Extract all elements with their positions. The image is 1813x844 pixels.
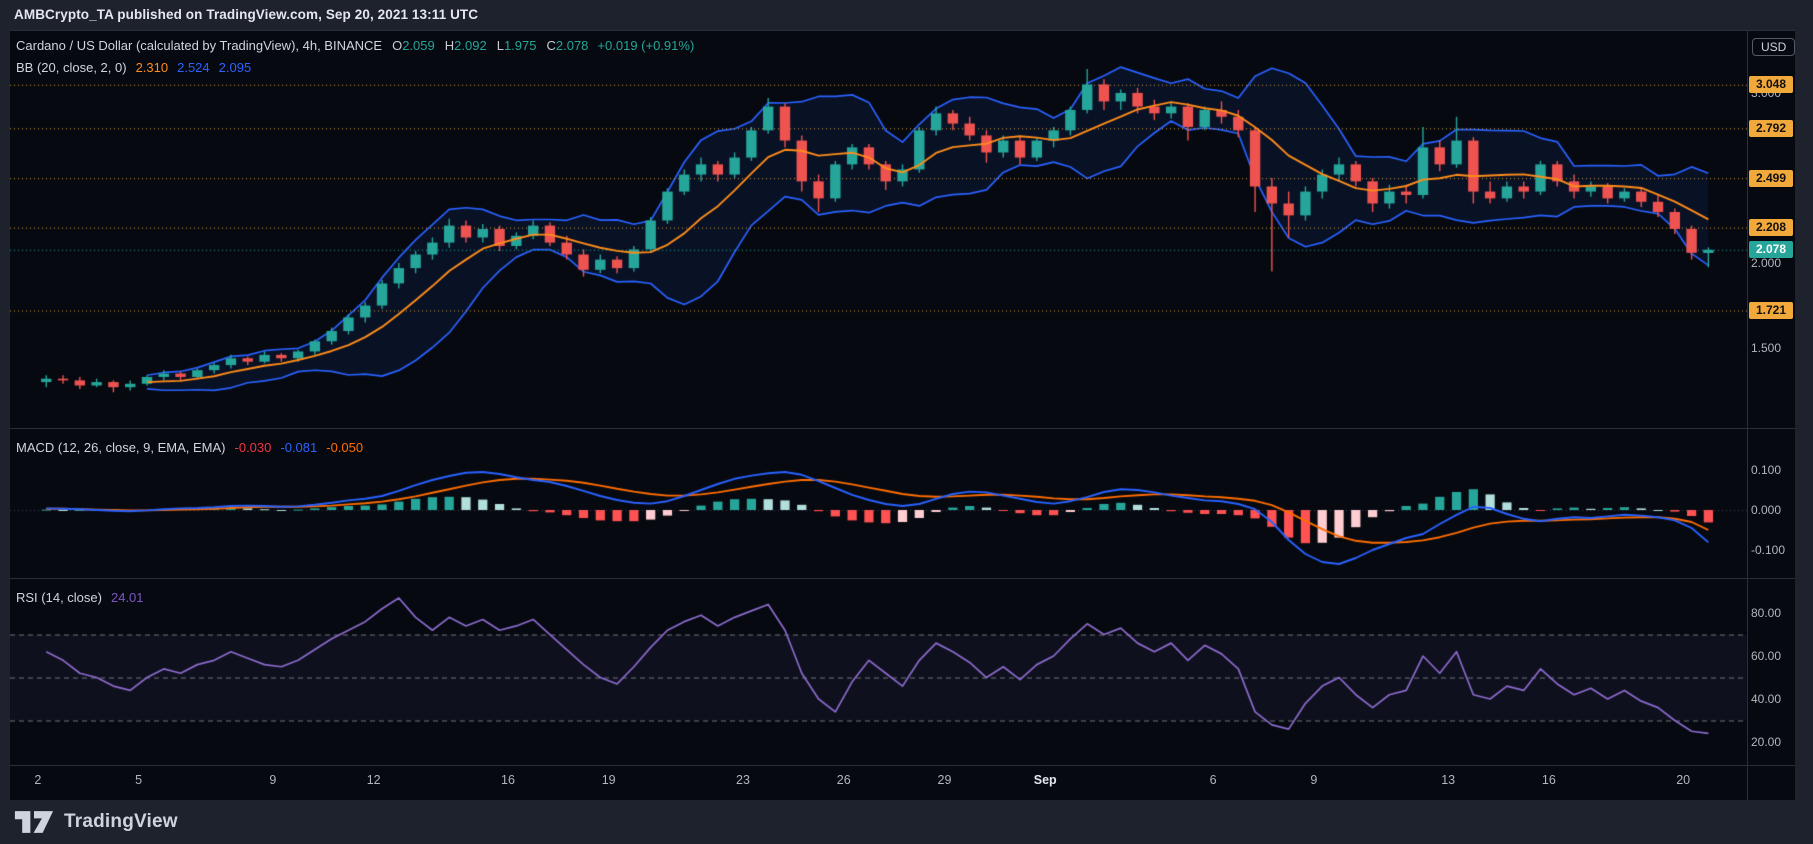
symbol-legend: Cardano / US Dollar (calculated by Tradi… — [16, 38, 694, 53]
time-tick-label: 16 — [501, 773, 515, 787]
time-tick-label: 6 — [1209, 773, 1217, 787]
time-tick-label: 19 — [601, 773, 616, 787]
time-tick-label: 5 — [135, 773, 143, 787]
time-tick-label: 16 — [1541, 773, 1556, 787]
price-level-label: 2.208 — [1749, 219, 1793, 237]
time-tick-label: 9 — [269, 773, 277, 787]
rsi-axis-label: 20.00 — [1751, 735, 1782, 749]
price-axis[interactable]: USD 3.0002.0001.5000.1000.000-0.10080.00… — [1748, 30, 1796, 800]
header-divider — [10, 30, 1795, 31]
rsi-axis-label: 60.00 — [1751, 649, 1782, 664]
footer: TradingView — [14, 806, 178, 838]
ohlc-label: O — [392, 38, 403, 53]
macd-axis-label: -0.100 — [1751, 543, 1786, 557]
price-level-label: 2.792 — [1749, 119, 1793, 137]
ohlc-label: H — [444, 38, 455, 53]
ohlc-label: C — [546, 38, 556, 53]
time-tick-label: 2 — [34, 773, 42, 787]
ohlc-value: 2.092 — [454, 38, 487, 53]
price-axis-label: 1.500 — [1751, 341, 1782, 356]
price-axis-divider — [1747, 30, 1748, 800]
symbol-title: Cardano / US Dollar (calculated by Tradi… — [16, 38, 383, 53]
price-level-label: 3.048 — [1749, 76, 1793, 94]
rsi-axis-label: 40.00 — [1751, 692, 1782, 706]
last-price-label: 2.078 — [1749, 241, 1793, 259]
time-tick-label: 29 — [937, 773, 952, 787]
time-tick-label: 23 — [736, 773, 750, 787]
price-level-label: 1.721 — [1749, 301, 1793, 319]
rsi-legend-title: RSI (14, close) — [16, 590, 102, 605]
price-axis-label: 2.000 — [1751, 256, 1782, 271]
macd-axis-label: 0.100 — [1751, 463, 1782, 477]
macd-value: -0.030 — [234, 440, 272, 455]
change-value: +0.019 (+0.91%) — [597, 38, 695, 53]
time-tick-label: 20 — [1676, 773, 1691, 787]
ohlc-value: 1.975 — [503, 38, 537, 53]
tradingview-brand-text: TradingView — [64, 811, 178, 832]
time-tick-label: 12 — [366, 773, 381, 787]
pane-divider-rsi — [10, 578, 1795, 579]
bb-legend-title: BB (20, close, 2, 0) — [16, 60, 127, 75]
time-axis-divider — [10, 765, 1795, 766]
bb-legend: BB (20, close, 2, 0) 2.310 2.524 2.095 — [16, 60, 251, 75]
rsi-value: 24.01 — [110, 590, 144, 605]
macd-legend-title: MACD (12, 26, close, 9, EMA, EMA) — [16, 440, 226, 455]
macd-axis-label: 0.000 — [1751, 503, 1782, 517]
macd-legend: MACD (12, 26, close, 9, EMA, EMA) -0.030-… — [16, 440, 363, 455]
currency-toggle-button[interactable]: USD — [1752, 38, 1796, 56]
price-level-label: 2.499 — [1749, 169, 1793, 187]
ohlc-value: 2.078 — [555, 38, 589, 53]
time-tick-label: 9 — [1310, 773, 1318, 787]
ohlc-value: 2.059 — [402, 38, 435, 53]
rsi-axis-label: 80.00 — [1751, 606, 1782, 621]
tradingview-logo-icon — [14, 811, 54, 833]
time-axis[interactable]: 2 5 9 12 16 19 23 26 29 Sep 6 9 13 16 20 — [10, 765, 1747, 800]
rsi-legend: RSI (14, close) 24.01 — [16, 590, 144, 605]
time-tick-label: 26 — [836, 773, 851, 787]
published-header: AMBCrypto_TA published on TradingView.co… — [14, 7, 479, 22]
bb-value: 2.524 — [177, 60, 210, 75]
macd-value: -0.081 — [280, 440, 318, 455]
macd-value: -0.050 — [326, 440, 364, 455]
bb-value: 2.095 — [218, 60, 252, 75]
time-tick-label: 13 — [1441, 773, 1456, 787]
pane-divider-macd — [10, 428, 1795, 429]
time-tick-label: Sep — [1033, 773, 1057, 787]
ohlc-label: L — [496, 38, 504, 53]
bb-value: 2.310 — [135, 60, 169, 75]
